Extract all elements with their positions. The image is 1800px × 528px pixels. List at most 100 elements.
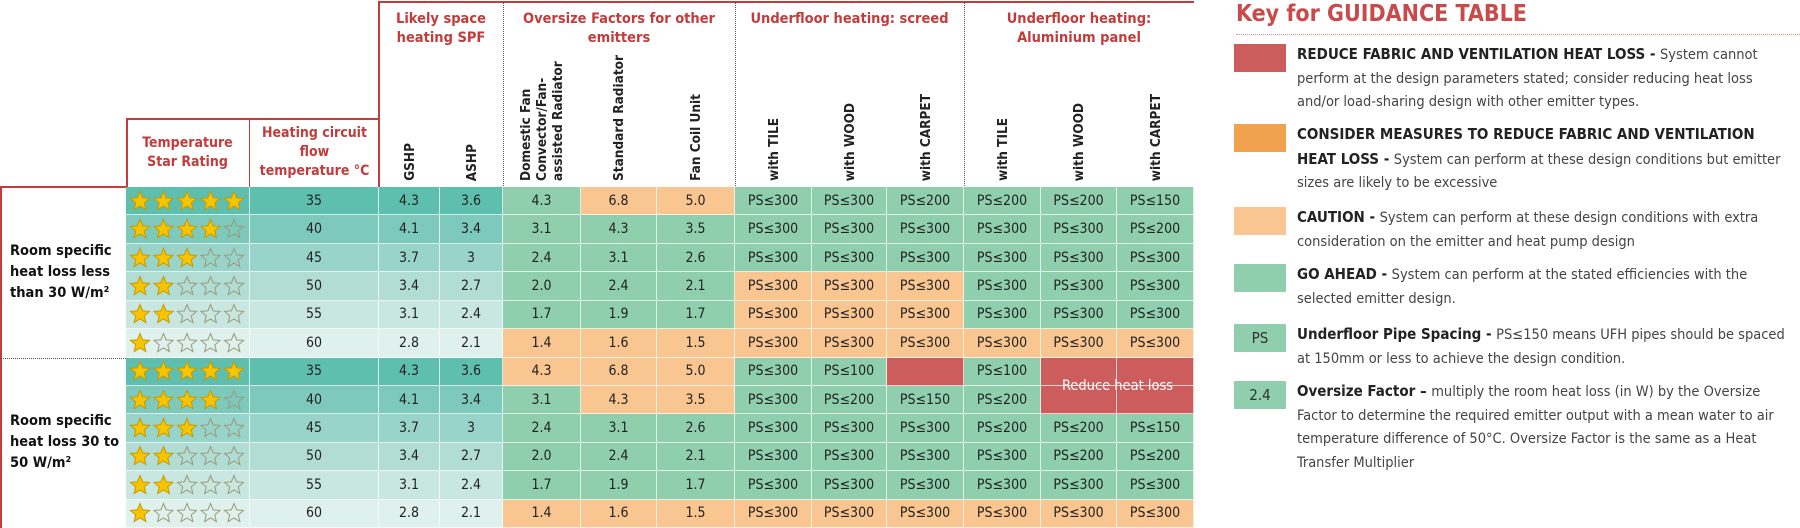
star bbox=[128, 360, 151, 381]
table-cell: 3.7 bbox=[379, 243, 440, 273]
star bbox=[222, 445, 245, 467]
table-cell: 3.1 bbox=[503, 215, 581, 244]
star-rating bbox=[128, 445, 245, 467]
star bbox=[128, 275, 151, 296]
star-cell bbox=[126, 272, 250, 301]
table-cell: PS≤300 bbox=[1041, 499, 1117, 528]
star bbox=[175, 189, 198, 211]
star bbox=[222, 246, 245, 268]
blocked-cell bbox=[1041, 385, 1117, 415]
table-cell: PS≤300 bbox=[735, 215, 812, 244]
table-cell: 3.5 bbox=[657, 215, 735, 244]
table-cell: PS≤300 bbox=[812, 414, 887, 443]
table-cell: PS≤300 bbox=[735, 187, 812, 216]
star-rating bbox=[128, 218, 245, 239]
star bbox=[199, 417, 221, 438]
star-rating bbox=[128, 388, 245, 410]
blocked-cell bbox=[1117, 385, 1194, 415]
flow-cell: 45 bbox=[250, 243, 379, 273]
table-cell: PS≤300 bbox=[1041, 272, 1117, 301]
table-cell: PS≤300 bbox=[735, 329, 812, 358]
star bbox=[175, 474, 198, 495]
table-cell: PS≤200 bbox=[1041, 414, 1117, 443]
table-cell: PS≤300 bbox=[812, 471, 887, 500]
key-description: System can perform at these design condi… bbox=[1297, 210, 1759, 250]
star bbox=[222, 189, 245, 211]
column-header: Standard Radiator bbox=[581, 55, 657, 181]
key-description: PS≤150 means UFH pipes should be spaced … bbox=[1297, 327, 1785, 367]
table-cell: 2.1 bbox=[440, 499, 503, 528]
key-text: REDUCE FABRIC AND VENTILATION HEAT LOSS … bbox=[1297, 43, 1797, 115]
table-cell: 6.8 bbox=[581, 187, 657, 216]
table-cell: PS≤300 bbox=[964, 243, 1041, 273]
table-cell: PS≤300 bbox=[735, 499, 812, 528]
key-text: CONSIDER MEASURES TO REDUCE FABRIC AND V… bbox=[1297, 123, 1797, 196]
star-rating bbox=[128, 502, 245, 523]
star-cell bbox=[126, 442, 250, 472]
star bbox=[222, 331, 245, 353]
table-cell: 2.4 bbox=[503, 414, 581, 443]
flow-cell: 35 bbox=[250, 187, 379, 216]
star-cell bbox=[126, 499, 250, 528]
star bbox=[128, 417, 151, 438]
table-cell: 3.1 bbox=[379, 300, 440, 330]
flow-cell: 55 bbox=[250, 471, 379, 500]
column-header-text: ASHP bbox=[463, 143, 480, 181]
star bbox=[152, 303, 174, 325]
star bbox=[128, 502, 151, 523]
table-cell: PS≤200 bbox=[887, 187, 964, 216]
key-title: Key for GUIDANCE TABLE bbox=[1236, 1, 1527, 27]
header-border bbox=[379, 1, 1194, 3]
table-cell: 3.1 bbox=[379, 471, 440, 500]
key-heading: GO AHEAD - bbox=[1297, 265, 1388, 283]
table-cell: PS≤300 bbox=[812, 187, 887, 216]
column-header-text: Domestic Fan Convector/Fan-assisted Radi… bbox=[518, 61, 566, 181]
star bbox=[175, 360, 198, 381]
star bbox=[152, 331, 174, 353]
table-cell: PS≤200 bbox=[964, 385, 1041, 415]
table-cell: 2.7 bbox=[440, 272, 503, 301]
table-cell: PS≤300 bbox=[735, 442, 812, 472]
key-heading: REDUCE FABRIC AND VENTILATION HEAT LOSS … bbox=[1297, 45, 1656, 63]
star-rating bbox=[128, 275, 245, 296]
star bbox=[175, 388, 198, 410]
table-cell: PS≤200 bbox=[1041, 187, 1117, 216]
table-cell: PS≤200 bbox=[812, 385, 887, 415]
table-cell: PS≤150 bbox=[1117, 414, 1194, 443]
column-header-text: GSHP bbox=[401, 143, 418, 181]
star bbox=[128, 388, 151, 410]
table-cell: PS≤300 bbox=[735, 272, 812, 301]
star bbox=[222, 474, 245, 495]
blocked-cell bbox=[1117, 357, 1194, 386]
star bbox=[199, 246, 221, 268]
star bbox=[128, 445, 151, 467]
table-cell: PS≤200 bbox=[1117, 442, 1194, 472]
table-cell: PS≤300 bbox=[1117, 243, 1194, 273]
star bbox=[128, 303, 151, 325]
star bbox=[222, 388, 245, 410]
key-text: GO AHEAD - System can perform at the stat… bbox=[1297, 263, 1797, 311]
flow-cell: 50 bbox=[250, 442, 379, 472]
table-cell: 2.4 bbox=[581, 272, 657, 301]
key-text: CAUTION - System can perform at these des… bbox=[1297, 206, 1797, 254]
table-cell: PS≤300 bbox=[887, 414, 964, 443]
star bbox=[175, 445, 198, 467]
table-cell: 1.9 bbox=[581, 471, 657, 500]
star bbox=[222, 218, 245, 239]
star bbox=[199, 474, 221, 495]
column-header-text: with TILE bbox=[994, 118, 1011, 181]
table-cell: PS≤300 bbox=[887, 300, 964, 330]
table-cell: PS≤300 bbox=[1041, 243, 1117, 273]
section-label: Room specific heat loss less than 30 W/m… bbox=[10, 242, 112, 301]
column-header-text: with CARPET bbox=[1147, 93, 1164, 181]
key-text: Oversize Factor – multiply the room heat … bbox=[1297, 380, 1797, 475]
table-cell: 1.6 bbox=[581, 499, 657, 528]
star bbox=[175, 303, 198, 325]
table-cell: 3.1 bbox=[581, 414, 657, 443]
header-border bbox=[126, 118, 379, 120]
table-cell: PS≤300 bbox=[964, 300, 1041, 330]
star bbox=[222, 275, 245, 296]
group-header: Underfloor heating: Aluminium panel bbox=[1006, 11, 1152, 46]
table-cell: 2.4 bbox=[440, 471, 503, 500]
column-header: with WOOD bbox=[1041, 55, 1117, 181]
